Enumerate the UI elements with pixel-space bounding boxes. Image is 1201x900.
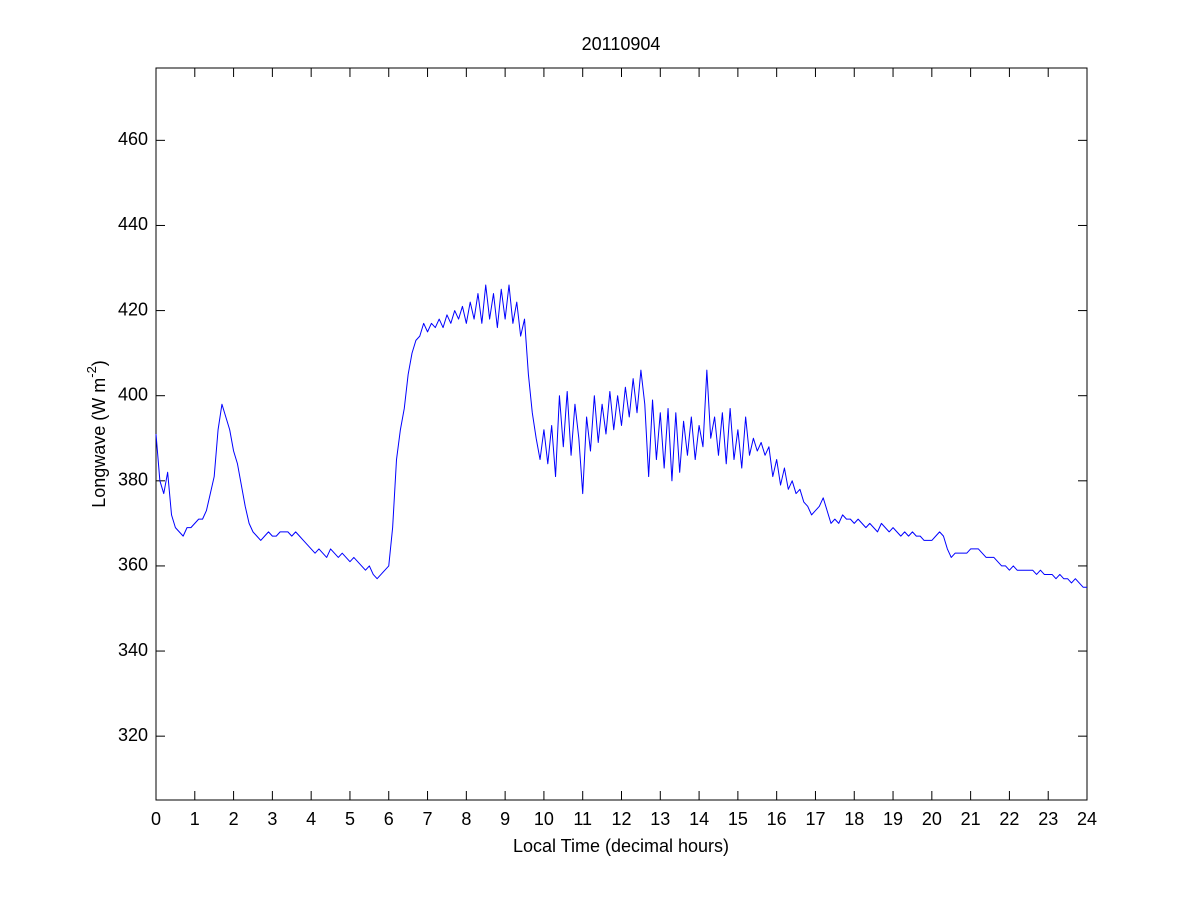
x-tick-label: 14 <box>689 809 709 829</box>
x-tick-label: 6 <box>384 809 394 829</box>
y-tick-label: 340 <box>118 640 148 660</box>
x-tick-label: 19 <box>883 809 903 829</box>
x-tick-label: 2 <box>229 809 239 829</box>
x-tick-label: 15 <box>728 809 748 829</box>
x-tick-label: 18 <box>844 809 864 829</box>
x-tick-label: 22 <box>999 809 1019 829</box>
x-tick-label: 13 <box>650 809 670 829</box>
x-tick-label: 8 <box>461 809 471 829</box>
x-tick-label: 1 <box>190 809 200 829</box>
x-tick-label: 11 <box>573 809 592 829</box>
x-tick-label: 4 <box>306 809 316 829</box>
x-tick-label: 17 <box>805 809 825 829</box>
y-tick-label: 420 <box>118 299 148 319</box>
y-label-suffix: ) <box>89 360 109 366</box>
y-label-text: Longwave (W m <box>89 378 109 508</box>
x-tick-label: 9 <box>500 809 510 829</box>
data-line <box>155 284 1087 588</box>
chart-title: 20110904 <box>582 34 661 54</box>
x-tick-label: 7 <box>423 809 433 829</box>
x-tick-label: 0 <box>151 809 161 829</box>
y-label-superscript: -2 <box>84 366 99 378</box>
x-tick-label: 20 <box>922 809 942 829</box>
y-tick-label: 320 <box>118 725 148 745</box>
x-tick-label: 12 <box>611 809 631 829</box>
x-tick-label: 16 <box>767 809 787 829</box>
plot-frame <box>155 67 1088 801</box>
y-axis-label: Longwave (W m-2) <box>84 360 108 508</box>
x-axis-label: Local Time (decimal hours) <box>513 836 729 856</box>
x-tick-label: 23 <box>1038 809 1058 829</box>
y-tick-label: 400 <box>118 384 148 404</box>
y-tick-label: 360 <box>118 555 148 575</box>
y-tick-label: 460 <box>118 129 148 149</box>
y-tick-label: 440 <box>118 214 148 234</box>
y-tick-label: 380 <box>118 470 148 490</box>
x-tick-label: 5 <box>345 809 355 829</box>
x-tick-label: 24 <box>1077 809 1097 829</box>
x-tick-label: 10 <box>534 809 554 829</box>
x-tick-label: 3 <box>267 809 277 829</box>
x-tick-label: 21 <box>961 809 981 829</box>
